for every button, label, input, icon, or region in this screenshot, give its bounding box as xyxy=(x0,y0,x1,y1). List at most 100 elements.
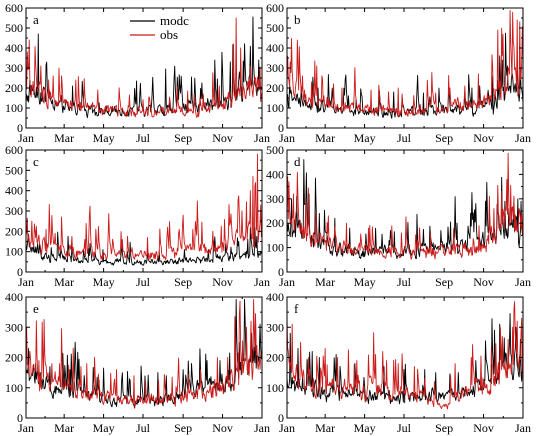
y-tick-label: 100 xyxy=(266,101,284,115)
y-tick-label: 500 xyxy=(5,163,23,177)
y-tick-label: 300 xyxy=(5,61,23,75)
x-tick-label: Nov xyxy=(212,131,233,145)
x-tick-label: Nov xyxy=(473,421,494,435)
panel-f: 0 100 200 300 400 Jan Mar May Jul Sep Nov Jan f xyxy=(266,290,531,435)
panel-letter: c xyxy=(33,154,39,169)
legend-label-modc: modc xyxy=(160,13,189,28)
panel-b: 0 100 200 300 400 500 600 Jan Mar May Jul Sep Nov Jan… xyxy=(266,1,531,145)
y-tick-label: 300 xyxy=(5,320,23,334)
x-tick-label: Sep xyxy=(435,421,453,435)
y-tick-label: 600 xyxy=(5,143,23,157)
plot-frame xyxy=(286,7,524,129)
series-line-obs xyxy=(287,152,523,260)
panel-c: 0 100 200 300 400 500 600 Jan Mar May Jul Sep Nov Jan… xyxy=(5,143,270,289)
y-tick-label: 200 xyxy=(5,224,23,238)
y-tick-label: 400 xyxy=(266,167,284,181)
y-tick-label: 300 xyxy=(266,320,284,334)
y-tick-label: 0 xyxy=(278,265,284,279)
x-tick-label: Mar xyxy=(54,131,74,145)
x-tick-label: Sep xyxy=(174,421,192,435)
y-tick-label: 300 xyxy=(266,61,284,75)
y-tick-label: 300 xyxy=(5,204,23,218)
panel-letter: f xyxy=(294,301,299,316)
y-tick-label: 200 xyxy=(266,216,284,230)
x-tick-label: Jan xyxy=(254,131,270,145)
y-tick-label: 500 xyxy=(5,21,23,35)
series-line-modc xyxy=(287,313,523,405)
series-line-obs xyxy=(26,298,262,408)
y-tick-label: 200 xyxy=(266,351,284,365)
y-tick-label: 400 xyxy=(266,41,284,55)
series-line-modc xyxy=(287,32,523,119)
x-tick-label: May xyxy=(93,131,115,145)
x-tick-label: Sep xyxy=(435,131,453,145)
panel-letter: b xyxy=(294,12,301,27)
series-line-obs xyxy=(26,17,262,118)
x-tick-label: Mar xyxy=(315,275,335,289)
y-tick-label: 400 xyxy=(5,290,23,304)
y-tick-label: 100 xyxy=(266,241,284,255)
x-tick-label: May xyxy=(93,421,115,435)
x-tick-label: May xyxy=(354,421,376,435)
x-tick-label: Nov xyxy=(473,131,494,145)
y-tick-label: 100 xyxy=(5,381,23,395)
y-tick-label: 200 xyxy=(5,351,23,365)
y-tick-label: 0 xyxy=(278,121,284,135)
x-tick-label: Jan xyxy=(515,275,531,289)
panel-e: 0 100 200 300 400 Jan Mar May Jul Sep Nov Jan e xyxy=(5,290,270,435)
x-tick-label: Jan xyxy=(279,275,295,289)
y-tick-label: 500 xyxy=(266,143,284,157)
panel-d: 0 100 200 300 400 500 Jan Mar May Jul Sep Nov Jan d xyxy=(266,143,531,289)
x-tick-label: Nov xyxy=(212,421,233,435)
x-tick-label: Jul xyxy=(136,131,151,145)
y-tick-label: 400 xyxy=(266,290,284,304)
x-tick-label: Jul xyxy=(397,131,412,145)
x-tick-label: Mar xyxy=(54,275,74,289)
legend-label-obs: obs xyxy=(160,27,178,42)
x-tick-label: Mar xyxy=(315,421,335,435)
y-tick-label: 500 xyxy=(266,21,284,35)
series-line-obs xyxy=(287,301,523,410)
series-line-obs xyxy=(287,9,523,118)
x-tick-label: Jul xyxy=(136,275,151,289)
series-line-modc xyxy=(26,16,262,119)
x-tick-label: Jul xyxy=(136,421,151,435)
x-tick-label: May xyxy=(354,131,376,145)
x-tick-label: Jan xyxy=(515,131,531,145)
panel-letter: a xyxy=(33,12,39,27)
y-tick-label: 100 xyxy=(5,101,23,115)
x-tick-label: Jan xyxy=(254,421,270,435)
y-tick-label: 300 xyxy=(266,192,284,206)
panel-letter: e xyxy=(33,301,39,316)
x-tick-label: Nov xyxy=(212,275,233,289)
y-tick-label: 400 xyxy=(5,184,23,198)
y-tick-label: 400 xyxy=(5,41,23,55)
y-tick-label: 200 xyxy=(266,81,284,95)
x-tick-label: Nov xyxy=(473,275,494,289)
x-tick-label: Jan xyxy=(515,421,531,435)
y-tick-label: 600 xyxy=(266,1,284,15)
panel-letter: d xyxy=(294,154,301,169)
x-tick-label: Jan xyxy=(279,131,295,145)
x-tick-label: Mar xyxy=(54,421,74,435)
x-tick-label: Jan xyxy=(18,421,34,435)
x-tick-label: Jul xyxy=(397,421,412,435)
y-tick-label: 200 xyxy=(5,81,23,95)
x-tick-label: May xyxy=(354,275,376,289)
y-tick-label: 600 xyxy=(5,1,23,15)
x-tick-label: May xyxy=(93,275,115,289)
x-tick-label: Jan xyxy=(18,131,34,145)
x-tick-label: Jan xyxy=(279,421,295,435)
series-line-obs xyxy=(26,153,262,261)
y-tick-label: 100 xyxy=(5,245,23,259)
x-tick-label: Jul xyxy=(397,275,412,289)
y-tick-label: 0 xyxy=(278,411,284,425)
y-tick-label: 100 xyxy=(266,381,284,395)
x-tick-label: Sep xyxy=(174,275,192,289)
y-tick-label: 0 xyxy=(17,121,23,135)
series-line-modc xyxy=(26,227,262,266)
x-tick-label: Sep xyxy=(174,131,192,145)
x-tick-label: Jan xyxy=(18,275,34,289)
